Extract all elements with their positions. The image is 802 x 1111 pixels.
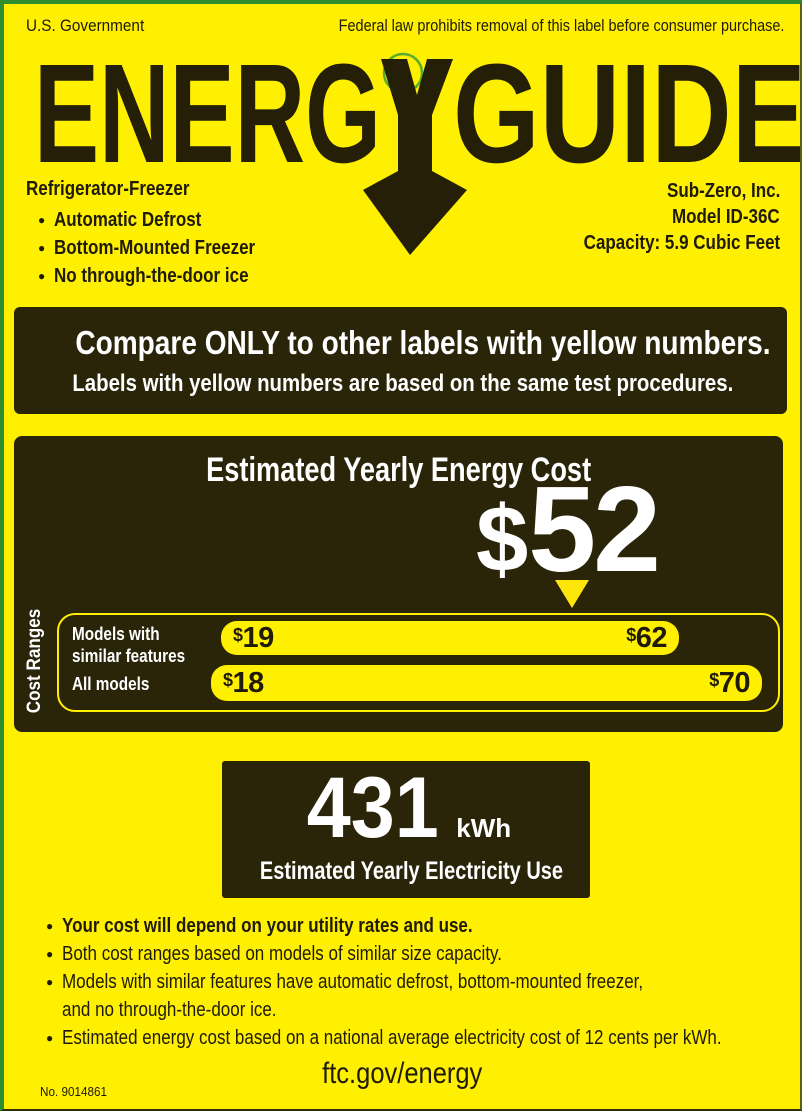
product-feature: ● No through-the-door ice	[38, 264, 249, 287]
footnote: ● Estimated energy cost based on a natio…	[46, 1024, 792, 1052]
energy-cost-panel: Estimated Yearly Energy Cost $52 Cost Ra…	[14, 436, 783, 732]
product-category: Refrigerator-Freezer	[26, 178, 190, 200]
cost-ranges-outline	[57, 613, 780, 712]
federal-notice-text: Federal law prohibits removal of this la…	[338, 16, 784, 35]
yearly-energy-cost-value: $52	[476, 461, 661, 597]
product-feature: ● Automatic Defrost	[38, 208, 202, 231]
cost-marker-icon	[555, 580, 589, 608]
us-government-text: U.S. Government	[26, 16, 145, 35]
range-label-all-models: All models	[72, 674, 150, 694]
energyguide-logo: ENERG GUIDE	[34, 34, 800, 255]
compare-banner-line1: Compare ONLY to other labels with yellow…	[75, 324, 771, 361]
footnotes: ● Your cost will depend on your utility …	[46, 912, 792, 1052]
bullet-icon: ●	[46, 1031, 54, 1045]
footnote: ● Both cost ranges based on models of si…	[46, 940, 792, 968]
bullet-icon: ●	[38, 241, 46, 255]
model-number: Model ID-36C	[672, 206, 780, 228]
cost-range-bar-similar-models: $19 $62	[221, 621, 679, 655]
footnote: ● Your cost will depend on your utility …	[46, 912, 792, 940]
down-arrow-icon	[363, 59, 467, 255]
currency-symbol: $	[476, 486, 529, 591]
range-max-value: $62	[626, 621, 667, 654]
range-min-value: $18	[223, 666, 264, 699]
range-max-value: $70	[709, 666, 750, 699]
footnote: ● Models with similar features have auto…	[46, 968, 792, 1024]
compare-banner-line2: Labels with yellow numbers are based on …	[72, 370, 734, 397]
manufacturer-name: Sub-Zero, Inc.	[666, 180, 780, 202]
energy-cost-title: Estimated Yearly Energy Cost	[206, 451, 591, 489]
cost-range-bar-all-models: $18 $70	[211, 665, 762, 701]
range-label-similar-models: Models with similar features	[72, 624, 186, 666]
logo-text-energ: ENERG	[34, 34, 381, 192]
logo-text-guide: GUIDE	[453, 34, 802, 192]
range-min-value: $19	[233, 621, 274, 654]
bullet-icon: ●	[46, 919, 54, 933]
label-number: No. 9014861	[40, 1084, 108, 1099]
product-feature: ● Bottom-Mounted Freezer	[38, 236, 256, 259]
ftc-website-text: ftc.gov/energy	[321, 1057, 483, 1090]
electricity-use-value: 431 kWh	[222, 761, 590, 851]
product-info-left: Refrigerator-Freezer ● Automatic Defrost…	[26, 178, 291, 287]
bullet-icon: ●	[38, 213, 46, 227]
bullet-icon: ●	[46, 947, 54, 961]
cost-amount: 52	[528, 461, 661, 597]
bullet-icon: ●	[46, 975, 54, 989]
kwh-amount: 431	[306, 760, 439, 856]
cost-ranges-axis-label: Cost Ranges	[24, 608, 45, 714]
electricity-use-caption: Estimated Yearly Electricity Use	[259, 857, 564, 885]
product-info-right: Sub-Zero, Inc. Model ID-36C Capacity: 5.…	[549, 178, 780, 256]
kwh-unit: kWh	[456, 813, 512, 843]
electricity-use-panel: 431 kWh Estimated Yearly Electricity Use	[222, 761, 590, 898]
capacity-text: Capacity: 5.9 Cubic Feet	[583, 232, 780, 254]
compare-banner: Compare ONLY to other labels with yellow…	[14, 307, 787, 414]
bullet-icon: ●	[38, 269, 46, 283]
